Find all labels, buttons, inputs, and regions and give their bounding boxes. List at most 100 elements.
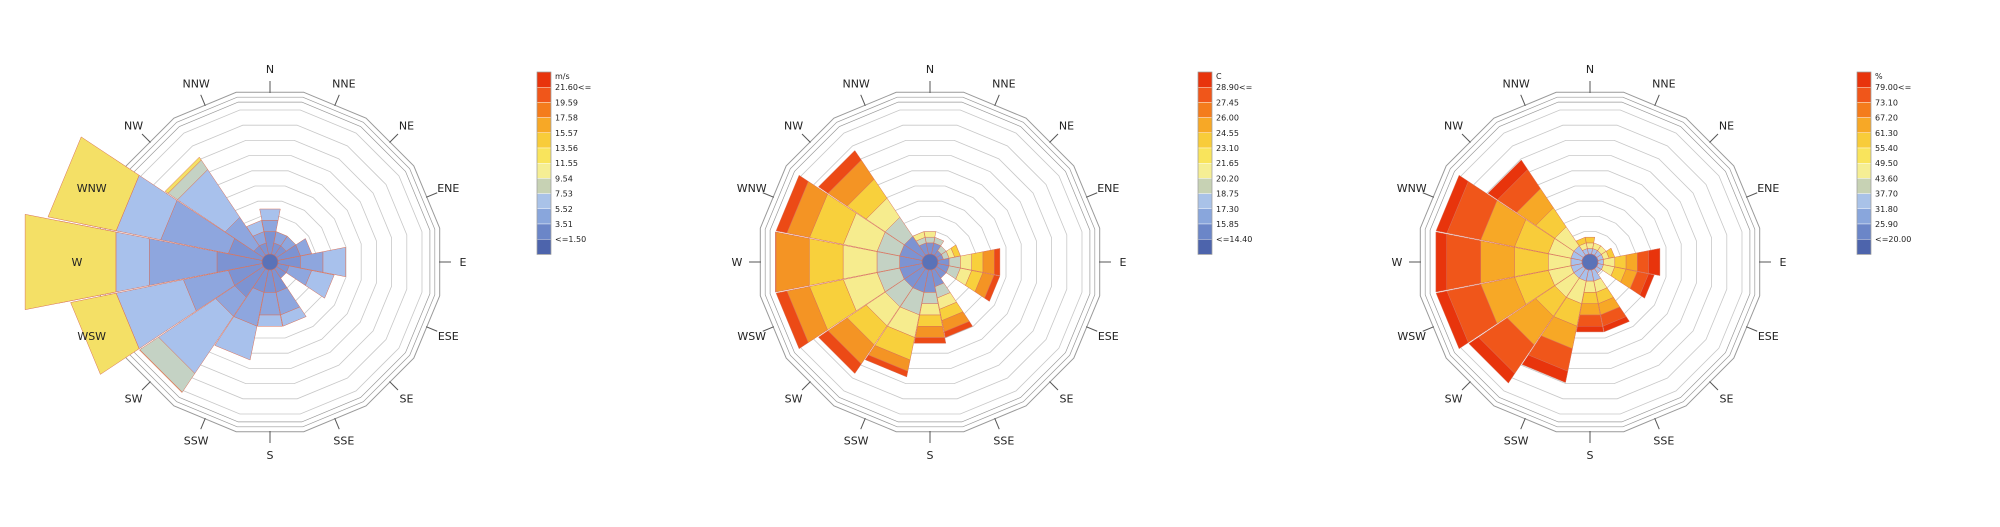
legend-swatch xyxy=(1197,86,1213,103)
legend-swatch xyxy=(536,162,552,179)
legend-swatch xyxy=(1197,102,1213,118)
direction-tick xyxy=(1520,417,1526,430)
wedge-nnw-band-2 xyxy=(246,219,265,237)
direction-tick xyxy=(860,94,866,107)
wedge-ssw-band-2 xyxy=(214,316,258,361)
direction-tick xyxy=(762,326,775,332)
legend-label: 9.54 xyxy=(555,174,573,183)
legend-swatch xyxy=(536,86,552,103)
direction-label-ene: ENE xyxy=(1097,182,1119,195)
legend-label: 11.55 xyxy=(555,159,578,168)
direction-tick xyxy=(425,192,438,198)
center-hub xyxy=(1581,253,1599,271)
legend-swatch xyxy=(1856,238,1872,255)
direction-label-nw: NW xyxy=(1444,120,1463,133)
wedge-e-band-3 xyxy=(1625,252,1638,272)
wedge-ssw-band-5 xyxy=(1521,354,1569,383)
legend-swatch xyxy=(1856,102,1872,118)
wedge-s-band-3 xyxy=(1579,303,1601,316)
direction-label-wsw: WSW xyxy=(77,330,106,343)
frame-ring xyxy=(1424,96,1756,428)
wedge-nne-band-1 xyxy=(933,236,945,247)
direction-label-n: N xyxy=(1586,63,1594,76)
legend-unit: C xyxy=(1216,72,1222,81)
wedge-n-band-2 xyxy=(923,231,937,238)
wedge-wsw-band-4 xyxy=(70,292,140,375)
direction-label-ne: NE xyxy=(1719,120,1734,133)
legend-label: 27.45 xyxy=(1216,98,1239,107)
legend-label: 15.85 xyxy=(1216,220,1239,229)
wedge-sse-band-5 xyxy=(943,321,973,338)
grid-ring xyxy=(1452,124,1728,400)
legend-swatch xyxy=(536,193,552,210)
direction-label-wnw: WNW xyxy=(737,182,767,195)
direction-label-sw: SW xyxy=(125,392,143,405)
direction-label-ne: NE xyxy=(1059,120,1074,133)
legend-swatch xyxy=(1197,208,1213,225)
wedge-wnw-band-5 xyxy=(1435,174,1469,234)
legend-swatch xyxy=(1856,162,1872,179)
legend-label: 7.53 xyxy=(555,190,573,199)
wedge-e-band-2 xyxy=(322,246,346,278)
legend-swatch xyxy=(536,147,552,164)
wedge-ese-band-5 xyxy=(1639,273,1655,299)
wedge-w-band-5 xyxy=(1435,231,1447,293)
frame-ring xyxy=(759,91,1101,433)
direction-label-s: S xyxy=(267,449,274,462)
legend-label: 15.57 xyxy=(555,129,578,138)
direction-tick xyxy=(860,417,866,430)
legend-label: 21.60<= xyxy=(555,83,591,92)
legend-swatch xyxy=(1197,178,1213,194)
wedge-s-band-2 xyxy=(919,303,941,316)
direction-label-ese: ESE xyxy=(438,330,459,343)
wedge-s-band-2 xyxy=(257,314,283,327)
legend-label: 28.90<= xyxy=(1216,83,1252,92)
direction-label-e: E xyxy=(1120,256,1127,269)
legend-swatch xyxy=(1856,147,1872,164)
wedge-nw-band-4 xyxy=(164,156,202,194)
legend-label: 5.52 xyxy=(555,205,573,214)
direction-label-nne: NNE xyxy=(1652,78,1675,91)
direction-label-n: N xyxy=(266,63,274,76)
frame-ring xyxy=(769,101,1091,423)
direction-tick xyxy=(994,417,1000,430)
legend-frame xyxy=(1197,71,1213,255)
direction-tick xyxy=(1085,326,1098,332)
direction-label-ese: ESE xyxy=(1758,330,1779,343)
legend-swatch xyxy=(536,208,552,225)
legend-label: 17.30 xyxy=(1216,205,1239,214)
direction-tick xyxy=(994,94,1000,107)
legend-label: 61.30 xyxy=(1875,129,1898,138)
legend-label: 23.10 xyxy=(1216,144,1239,153)
frame-ring xyxy=(99,91,441,433)
direction-label-ssw: SSW xyxy=(844,434,869,447)
direction-label-s: S xyxy=(1587,449,1594,462)
wedge-ese-band-5 xyxy=(984,274,1001,302)
direction-label-sw: SW xyxy=(785,392,803,405)
grid-ring xyxy=(132,124,408,400)
direction-tick xyxy=(762,192,775,198)
direction-tick xyxy=(389,133,399,143)
legend-swatch xyxy=(1197,238,1213,255)
direction-label-sw: SW xyxy=(1445,392,1463,405)
direction-label-nnw: NNW xyxy=(1502,78,1529,91)
direction-tick xyxy=(141,133,151,143)
legend-label: 18.75 xyxy=(1216,190,1239,199)
direction-tick xyxy=(1461,381,1471,391)
wedge-n-band-2 xyxy=(259,208,281,221)
wedge-ssw-band-5 xyxy=(864,354,909,378)
legend-swatch xyxy=(536,117,552,133)
direction-tick xyxy=(1049,133,1059,143)
legend-swatch xyxy=(536,132,552,149)
direction-label-se: SE xyxy=(1720,392,1734,405)
legend-swatch xyxy=(1197,223,1213,240)
wedge-nw-band-5 xyxy=(1487,159,1529,201)
wedge-s-band-5 xyxy=(913,337,947,344)
legend-label: 73.10 xyxy=(1875,98,1898,107)
direction-label-nw: NW xyxy=(124,120,143,133)
wedge-sse-band-2 xyxy=(280,306,307,327)
direction-label-ne: NE xyxy=(399,120,414,133)
direction-tick xyxy=(1520,94,1526,107)
legend-swatch xyxy=(1197,132,1213,149)
